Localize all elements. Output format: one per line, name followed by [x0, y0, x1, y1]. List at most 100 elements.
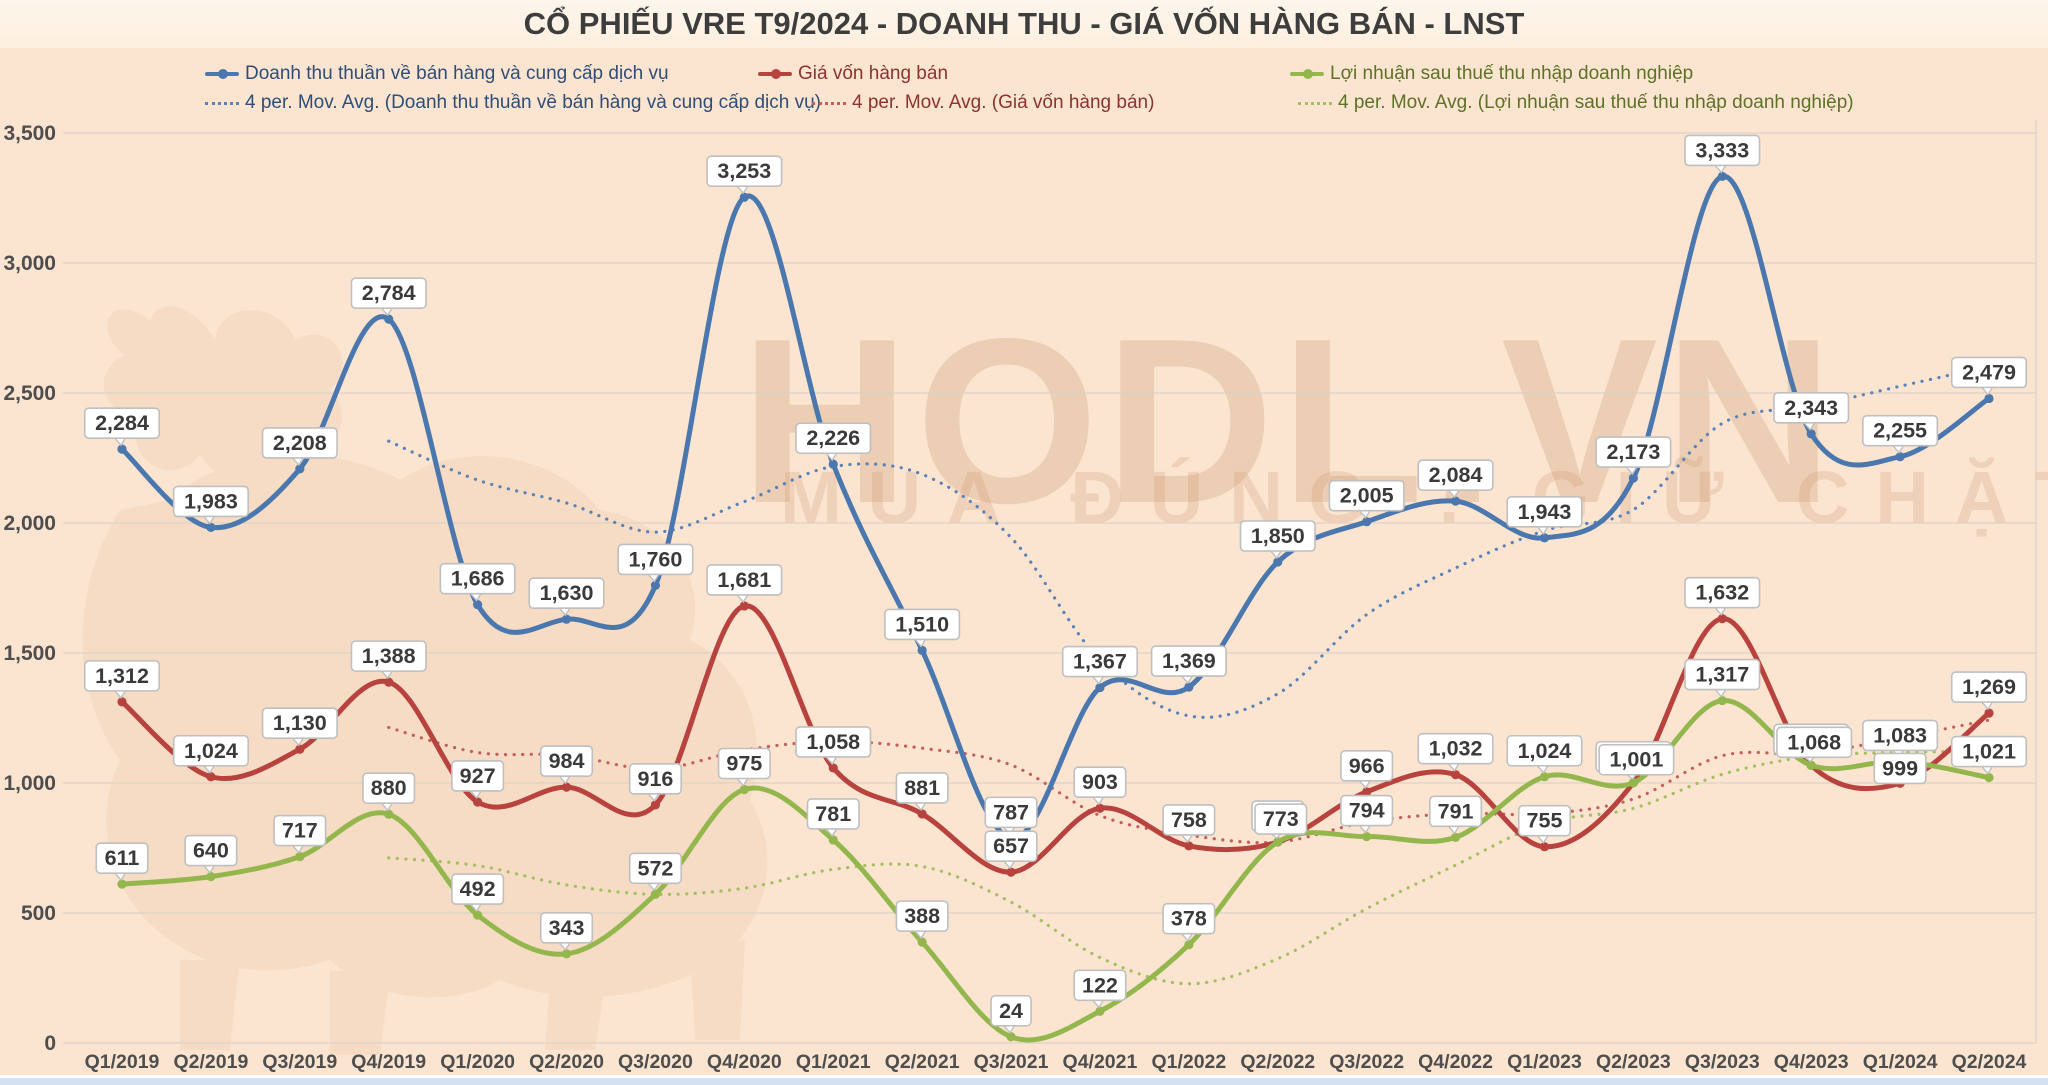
y-tick-label: 3,500: [3, 122, 56, 145]
data-label: 611: [105, 846, 140, 870]
data-point-red: [1539, 842, 1550, 852]
data-point-green: [1806, 760, 1816, 770]
data-label-box: [795, 422, 872, 455]
data-label-box: [806, 798, 860, 830]
data-label: 2,343: [1784, 396, 1838, 420]
data-label-box: [1862, 719, 1939, 752]
data-point-green: [473, 910, 483, 920]
data-label-box: [1073, 766, 1127, 799]
data-point-blue: [1628, 473, 1638, 483]
data-label-box: [628, 763, 682, 795]
data-point-blue: [1095, 682, 1105, 693]
revenue-movavg-swatch-icon: [205, 101, 239, 105]
data-label: 787: [993, 800, 1029, 824]
data-label: 1,024: [184, 739, 238, 763]
data-point-blue: [1984, 393, 1994, 404]
data-point-red: [561, 782, 572, 792]
data-point-green: [650, 889, 661, 899]
data-label: 378: [1171, 907, 1207, 931]
data-label-box: [1873, 752, 1927, 785]
data-label: 880: [371, 776, 407, 800]
data-label: 717: [282, 819, 318, 843]
data-label-box: [172, 485, 249, 518]
data-label-box: [1417, 459, 1494, 491]
legend-item-profit-movavg: 4 per. Mov. Avg. (Lợi nhuận sau thuế thu…: [1298, 91, 1854, 115]
data-point-blue: [1806, 429, 1816, 439]
data-label-box: [1773, 392, 1850, 424]
data-label-box: [1950, 356, 2028, 389]
data-label: 1,058: [806, 730, 860, 754]
data-label: 794: [1349, 799, 1385, 823]
data-label-box: [1417, 732, 1494, 765]
x-tick-label: Q2/2024: [1952, 1051, 2027, 1073]
data-label: 3,253: [717, 159, 771, 183]
legend-label: Lợi nhuận sau thuế thu nhập doanh nghiệp: [1330, 63, 1694, 84]
data-label: 2,208: [273, 431, 327, 455]
data-point-blue: [917, 645, 927, 656]
data-label: 1,068: [1787, 730, 1841, 754]
data-label-box: [1340, 750, 1394, 782]
data-label-box: [451, 873, 505, 905]
data-label-box: [261, 427, 338, 459]
data-label-box: [895, 772, 949, 804]
data-point-blue: [384, 314, 394, 324]
data-point-green: [295, 851, 305, 862]
data-label-box: [362, 772, 416, 805]
data-label-box: [1162, 902, 1216, 935]
data-label-box: [1950, 735, 2028, 768]
x-tick-label: Q1/2019: [85, 1051, 160, 1073]
data-label-box: [83, 660, 161, 692]
data-label-box: [539, 912, 594, 944]
data-label: 2,084: [1429, 463, 1483, 487]
profit-movavg-swatch-icon: [1298, 101, 1332, 105]
data-label: 2,173: [1606, 440, 1660, 464]
data-label: 572: [637, 856, 673, 880]
data-label-box: [706, 155, 783, 188]
y-tick-label: 3,000: [3, 252, 56, 275]
data-point-blue: [1362, 517, 1372, 527]
data-label-box: [350, 277, 427, 309]
x-tick-label: Q4/2023: [1774, 1051, 1849, 1073]
data-label: 791: [1438, 799, 1474, 823]
legend-label: Doanh thu thuần về bán hàng và cung cấp …: [245, 63, 669, 84]
data-label-box: [451, 760, 505, 792]
legend-label: Giá vốn hàng bán: [798, 63, 949, 84]
data-point-green: [561, 949, 572, 959]
data-point-green: [1628, 778, 1638, 788]
data-label-box: [1239, 520, 1316, 552]
data-label: 1,630: [540, 581, 594, 605]
legend-item-cogs-movavg: 4 per. Mov. Avg. (Giá vốn hàng bán): [812, 91, 1154, 115]
data-point-red: [206, 772, 216, 782]
data-label: 1,312: [95, 664, 149, 688]
data-label-box: [628, 852, 682, 885]
data-label: 755: [1527, 809, 1563, 833]
data-point-green: [206, 872, 216, 882]
data-label: 1,269: [1962, 675, 2016, 699]
legend-label: 4 per. Mov. Avg. (Lợi nhuận sau thuế thu…: [1338, 92, 1854, 113]
data-label: 640: [193, 839, 229, 863]
x-tick-label: Q4/2020: [707, 1051, 782, 1073]
data-label: 1,632: [1695, 581, 1749, 605]
data-point-green: [828, 835, 838, 845]
x-tick-label: Q3/2022: [1329, 1051, 1404, 1073]
data-point-blue: [1450, 496, 1461, 506]
data-label-box: [795, 726, 872, 758]
data-point-red: [828, 763, 838, 773]
data-label-box: [1684, 134, 1761, 167]
data-point-green: [1450, 832, 1461, 842]
data-label-box: [990, 994, 1032, 1027]
data-label: 781: [815, 802, 851, 826]
x-tick-label: Q4/2019: [351, 1051, 426, 1073]
legend-label: 4 per. Mov. Avg. (Doanh thu thuần về bán…: [245, 92, 822, 113]
data-point-green: [917, 937, 927, 947]
data-point-green: [1984, 772, 1994, 783]
data-point-green: [1273, 837, 1283, 847]
data-point-red: [295, 744, 305, 754]
data-point-blue: [206, 522, 216, 533]
y-tick-label: 0: [44, 1032, 56, 1055]
x-tick-label: Q1/2022: [1151, 1051, 1226, 1073]
data-label: 999: [1882, 756, 1918, 780]
data-label: 1,943: [1518, 500, 1572, 524]
data-label: 3,333: [1695, 138, 1749, 162]
title-band: [0, 0, 2048, 48]
